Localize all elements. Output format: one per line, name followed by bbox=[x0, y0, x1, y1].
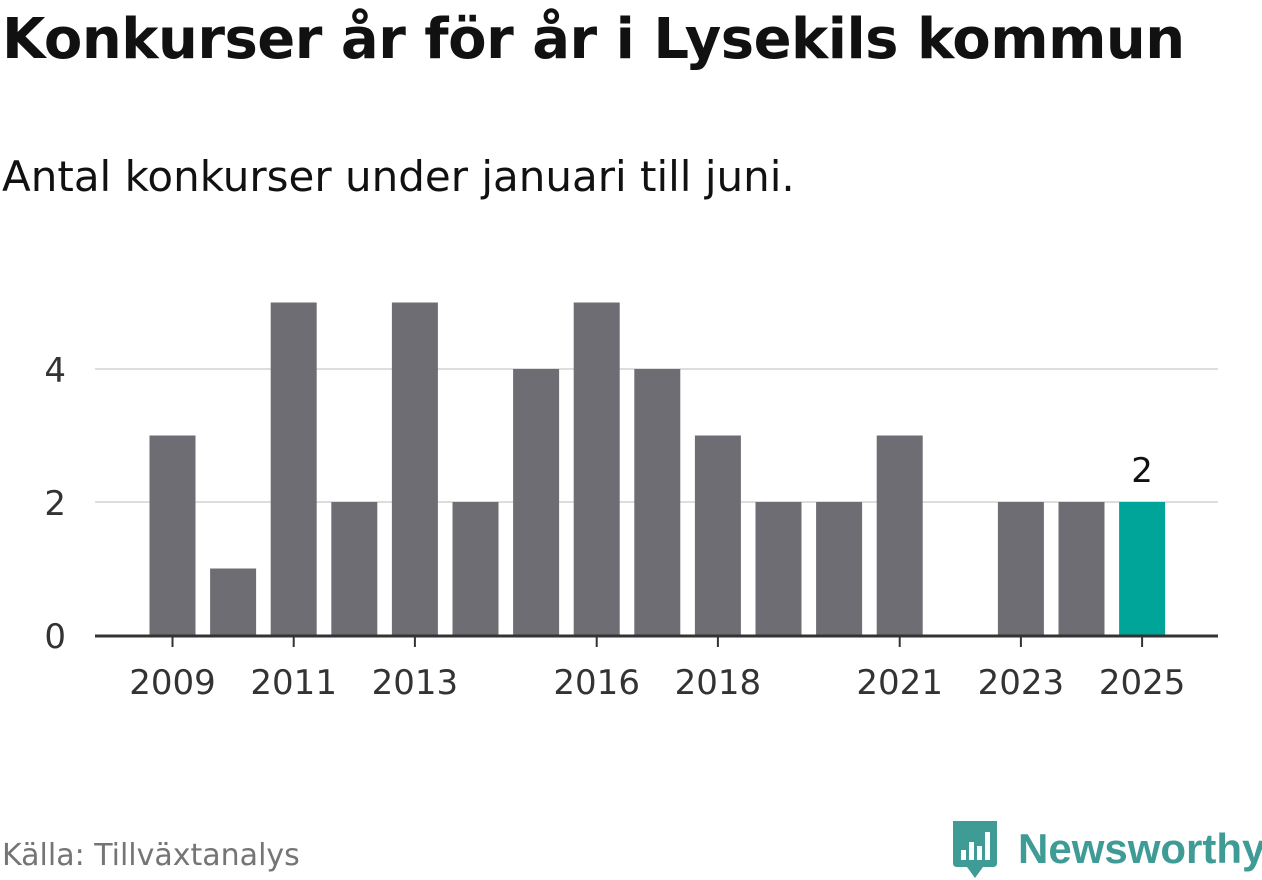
y-tick-label: 4 bbox=[44, 351, 66, 391]
bar-2012 bbox=[331, 502, 378, 635]
bar-2016 bbox=[573, 302, 620, 635]
bar-2017 bbox=[634, 369, 681, 635]
x-tick-label: 2023 bbox=[978, 663, 1065, 703]
bar-2011 bbox=[270, 302, 317, 635]
bar-2019 bbox=[755, 502, 802, 635]
x-tick-label: 2013 bbox=[372, 663, 459, 703]
brand-logo: Newsworthy bbox=[950, 818, 1262, 880]
chart-title: Konkurser år för år i Lysekils kommun bbox=[2, 7, 1185, 72]
y-axis-ticks: 0 2 4 bbox=[44, 351, 66, 657]
source-note: Källa: Tillväxtanalys bbox=[2, 838, 300, 873]
bar-2018 bbox=[694, 435, 741, 635]
bars bbox=[149, 302, 1166, 635]
bar-2021 bbox=[876, 435, 923, 635]
x-axis-ticks: 2009 2011 2013 2016 2018 2021 2023 2025 bbox=[129, 636, 1185, 703]
bar-2015 bbox=[513, 369, 560, 635]
brand-name: Newsworthy bbox=[1018, 825, 1262, 872]
bar-2013 bbox=[391, 302, 438, 635]
data-labels: 2 bbox=[1131, 451, 1153, 491]
y-tick-label: 2 bbox=[44, 484, 66, 524]
bar-2010 bbox=[210, 568, 257, 635]
bar-2024 bbox=[1058, 502, 1105, 635]
newsworthy-logo-icon bbox=[953, 821, 997, 878]
x-tick-label: 2016 bbox=[553, 663, 640, 703]
x-tick-label: 2025 bbox=[1099, 663, 1186, 703]
chart-subtitle: Antal konkurser under januari till juni. bbox=[2, 152, 795, 201]
bar-2014 bbox=[452, 502, 499, 635]
x-tick-label: 2011 bbox=[250, 663, 337, 703]
bar-2009 bbox=[149, 435, 196, 635]
bar-2023 bbox=[997, 502, 1044, 635]
y-tick-label: 0 bbox=[44, 617, 66, 657]
x-tick-label: 2021 bbox=[856, 663, 943, 703]
x-tick-label: 2009 bbox=[129, 663, 216, 703]
data-label-2025: 2 bbox=[1131, 451, 1153, 491]
bar-2025 bbox=[1119, 502, 1166, 635]
bar-2020 bbox=[816, 502, 863, 635]
x-tick-label: 2018 bbox=[675, 663, 762, 703]
